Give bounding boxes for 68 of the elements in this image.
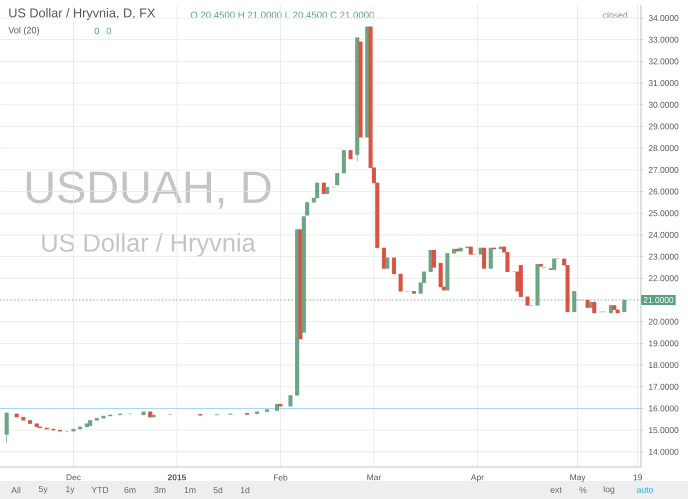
y-tick-label: 20.0000 <box>648 318 678 325</box>
y-tick-label: 33.0000 <box>648 36 678 43</box>
text: auto <box>636 487 654 493</box>
text: O 20.4500 H 21.0000 L 20.4500 C 21.0000 <box>190 12 374 18</box>
x-tick-label: Apr <box>470 474 484 482</box>
candlestick <box>552 258 556 270</box>
text: 3m <box>154 486 166 494</box>
annotation: closed <box>603 12 628 18</box>
y-tick-label: 23.0000 <box>648 254 678 260</box>
text: All <box>11 486 20 494</box>
text: % <box>579 486 587 494</box>
y-tick-label: 27.0000 <box>648 166 678 173</box>
text: 5d <box>214 486 222 494</box>
text: 1d <box>240 486 250 494</box>
x-tick-label: Dec <box>66 474 81 480</box>
y-tick-label: 22.0000 <box>648 275 678 282</box>
annotation: US Dollar / Hryvnia <box>42 233 256 257</box>
text: log <box>604 486 614 494</box>
text: 5y <box>38 486 48 494</box>
y-tick-label: 19.0000 <box>649 340 678 346</box>
y-tick-label: 29.0000 <box>648 123 678 130</box>
chart-title: US Dollar / Hryvnia, D, FX <box>9 8 156 20</box>
annotation: Vol (20) <box>8 26 39 36</box>
x-tick-label: 2015 <box>168 474 186 480</box>
candlestick <box>392 257 396 274</box>
candlestick <box>288 395 292 407</box>
text: YTD <box>92 487 108 493</box>
x-tick-label: May <box>570 474 586 482</box>
candlestick <box>382 248 386 269</box>
candlestick <box>482 248 486 269</box>
annotation: USDUAH, D <box>26 171 270 209</box>
candlestick <box>335 172 340 186</box>
text: 6m <box>124 486 136 494</box>
candlestick <box>432 250 436 268</box>
y-tick-label: 28.0000 <box>648 145 678 152</box>
candlestick <box>315 182 320 198</box>
candlestick <box>322 182 326 194</box>
y-tick-label: 24.0000 <box>648 232 678 238</box>
x-tick-label: Mar <box>367 474 382 480</box>
y-tick-label: 26.0000 <box>648 188 678 195</box>
y-tick-label: 18.0000 <box>649 362 678 368</box>
text: ext <box>550 487 562 493</box>
candlestick <box>572 290 576 312</box>
x-tick-label: Feb <box>274 474 288 481</box>
y-tick-label: 15.0000 <box>649 427 678 434</box>
x-tick-label: 19 <box>634 474 642 480</box>
y-tick-label: 17.0000 <box>649 384 678 390</box>
candlestick <box>622 300 626 312</box>
y-tick-label: 16.0000 <box>649 405 678 412</box>
candlestick <box>592 302 596 314</box>
y-tick-label: 34.0000 <box>648 15 678 21</box>
candlestick <box>488 248 493 269</box>
y-tick-label: 25.0000 <box>648 210 678 216</box>
candlestick <box>385 257 390 269</box>
candlestick <box>438 262 443 288</box>
ref-line-label: 21.0000 <box>644 296 674 303</box>
annotation: 0 <box>106 28 111 34</box>
y-tick-label: 31.0000 <box>648 80 678 86</box>
y-tick-label: 14.0000 <box>649 448 678 455</box>
y-tick-label: 32.0000 <box>648 58 678 64</box>
annotation: 0 <box>94 28 99 34</box>
y-tick-label: 30.0000 <box>648 102 678 108</box>
candlestick <box>4 412 9 444</box>
text: 1y <box>66 486 75 494</box>
candlestick <box>342 150 346 174</box>
candlestick <box>428 250 433 272</box>
candlestick <box>398 274 403 292</box>
text: 1m <box>184 487 196 493</box>
